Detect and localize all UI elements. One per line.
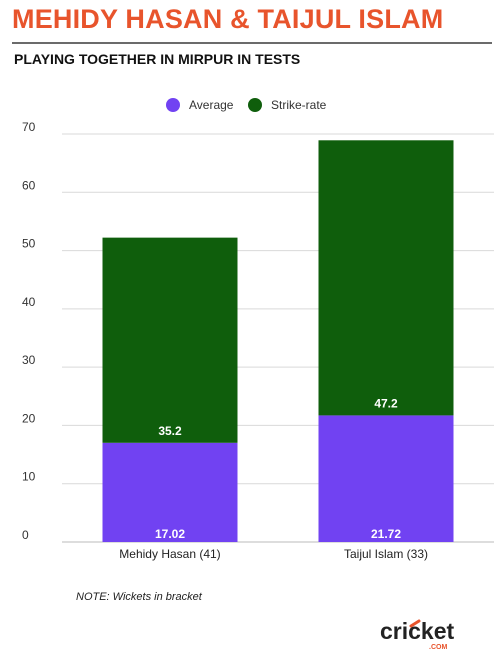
logo-accent-icon bbox=[409, 619, 421, 628]
bar-strike-rate bbox=[318, 140, 454, 416]
y-tick-label: 10 bbox=[22, 470, 36, 484]
y-tick-label: 50 bbox=[22, 237, 36, 251]
y-tick-label: 70 bbox=[22, 120, 36, 134]
y-tick-label: 40 bbox=[22, 295, 36, 309]
x-tick-label: Mehidy Hasan (41) bbox=[119, 547, 220, 561]
legend-label-strike-rate: Strike-rate bbox=[271, 98, 327, 112]
logo-subtext: .COM bbox=[429, 644, 447, 651]
bar-chart: 0 10 20 30 40 50 60 70 17.02 35.2 Mehidy Hasan (41… bbox=[22, 120, 494, 561]
legend-item-average: Average bbox=[166, 98, 233, 112]
y-tick-label: 60 bbox=[22, 178, 36, 192]
title-divider bbox=[12, 42, 492, 44]
bar-average bbox=[318, 415, 454, 542]
x-tick-label: Taijul Islam (33) bbox=[344, 547, 428, 561]
bar-strike-rate bbox=[102, 237, 238, 443]
legend: Average Strike-rate bbox=[0, 98, 500, 118]
y-tick-label: 0 bbox=[22, 528, 29, 542]
data-label: 47.2 bbox=[374, 396, 398, 410]
chart-subtitle: PLAYING TOGETHER IN MIRPUR IN TESTS bbox=[14, 51, 301, 67]
bar-average bbox=[102, 442, 238, 542]
cricket-com-logo: cricket .COM bbox=[380, 618, 455, 651]
legend-swatch-strike-rate bbox=[248, 98, 262, 112]
data-label: 21.72 bbox=[371, 527, 401, 541]
legend-swatch-average bbox=[166, 98, 180, 112]
chart-title: MEHIDY HASAN & TAIJUL ISLAM bbox=[12, 4, 444, 34]
y-tick-label: 30 bbox=[22, 353, 36, 367]
y-tick-label: 20 bbox=[22, 411, 36, 425]
legend-label-average: Average bbox=[189, 98, 234, 112]
legend-item-strike-rate: Strike-rate bbox=[248, 98, 326, 112]
data-label: 35.2 bbox=[158, 424, 182, 438]
data-label: 17.02 bbox=[155, 527, 185, 541]
footnote: NOTE: Wickets in bracket bbox=[76, 591, 202, 603]
